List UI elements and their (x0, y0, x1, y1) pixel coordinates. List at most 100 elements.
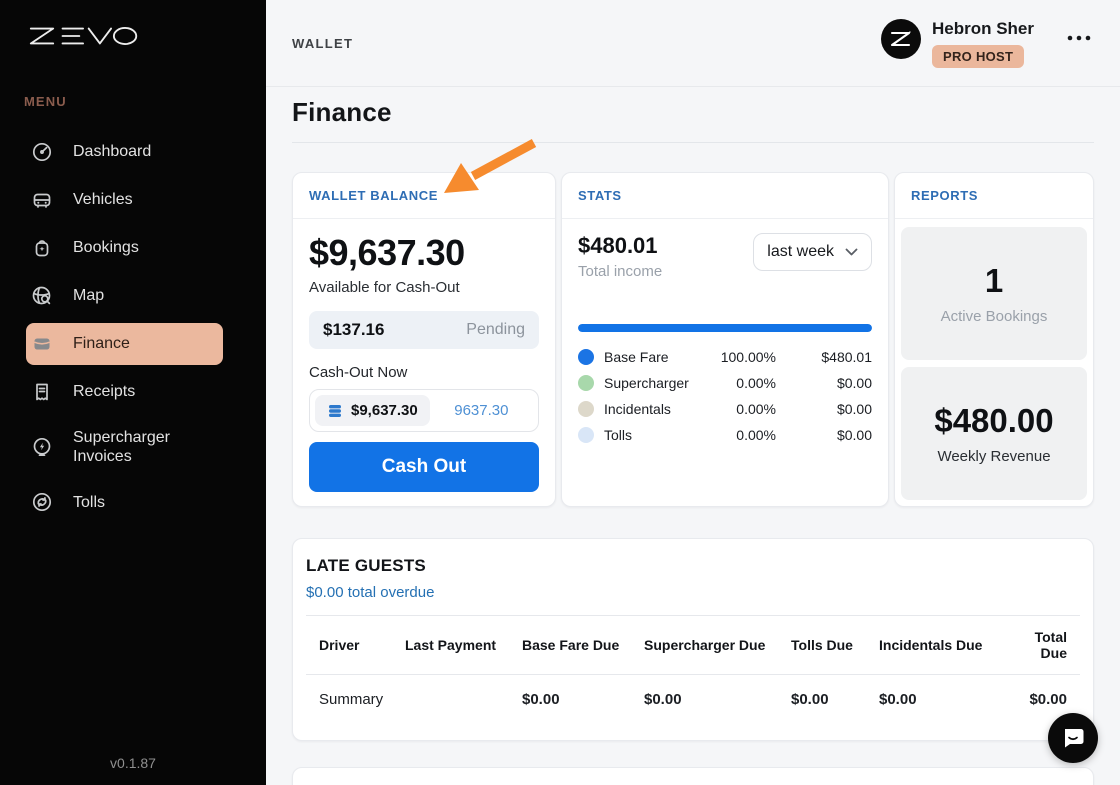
map-icon (30, 284, 54, 308)
legend-amount: $0.00 (836, 427, 872, 443)
column-header: Driver (319, 637, 360, 653)
amount-chip-value: $9,637.30 (351, 402, 418, 419)
sidebar-item-label: Finance (73, 335, 130, 353)
legend-label: Supercharger (604, 375, 689, 391)
main-area: WALLET Hebron Sher PRO HOST Finance (266, 0, 1120, 785)
transactions-card: TRANSACTIONS Deposits Transfers Cashout (292, 767, 1094, 785)
cell-total-due: $0.00 (1029, 691, 1067, 708)
column-header: Base Fare Due (522, 637, 620, 653)
bookings-icon (30, 236, 54, 260)
period-select-value: last week (767, 243, 834, 260)
breadcrumb: WALLET (292, 35, 354, 51)
total-income-value: $480.01 (578, 233, 658, 258)
column-header: Incidentals Due (879, 637, 983, 653)
finance-icon (30, 332, 54, 356)
wallet-balance-title: WALLET BALANCE (309, 188, 438, 203)
legend-row: Base Fare 100.00% $480.01 (578, 344, 872, 370)
sidebar-item-tolls[interactable]: Tolls (26, 481, 223, 523)
weekly-revenue-box: $480.00 Weekly Revenue (901, 367, 1087, 500)
legend-row: Supercharger 0.00% $0.00 (578, 370, 872, 396)
legend-amount: $0.00 (836, 375, 872, 391)
legend-dot (578, 427, 594, 443)
wallet-balance-card-header: WALLET BALANCE (293, 173, 555, 219)
legend-row: Tolls 0.00% $0.00 (578, 422, 872, 448)
sidebar-item-label: Receipts (73, 383, 136, 401)
late-guests-table-header: Driver Last Payment Base Fare Due Superc… (306, 615, 1080, 675)
legend-row: Incidentals 0.00% $0.00 (578, 396, 872, 422)
sidebar-item-receipts[interactable]: Receipts (26, 371, 223, 413)
reports-card: REPORTS 1 Active Bookings $480.00 Weekly… (894, 172, 1094, 507)
avatar[interactable] (880, 18, 921, 59)
pending-box: $137.16 Pending (309, 311, 539, 349)
app-version: v0.1.87 (110, 755, 156, 771)
legend-amount: $0.00 (836, 401, 872, 417)
sidebar: MENU Dashboard Vehicles (0, 0, 266, 785)
top-bar: WALLET Hebron Sher PRO HOST (266, 0, 1120, 87)
cashout-now-label: Cash-Out Now (309, 364, 408, 381)
column-header: Total Due (1034, 629, 1067, 661)
sidebar-item-finance[interactable]: Finance (26, 323, 223, 365)
tolls-icon (30, 490, 54, 514)
legend-dot (578, 349, 594, 365)
user-role-badge: PRO HOST (931, 44, 1025, 68)
column-header: Last Payment (405, 637, 497, 653)
kebab-menu-icon[interactable] (1066, 29, 1092, 47)
legend-dot (578, 401, 594, 417)
cell-tolls-due: $0.00 (791, 691, 829, 708)
user-name: Hebron Sher (931, 18, 1034, 38)
coins-icon (329, 404, 341, 417)
page-content: Finance WALLET BALANCE $9,637.30 Availab… (266, 87, 1120, 785)
weekly-revenue-value: $480.00 (934, 402, 1054, 439)
legend-percent: 0.00% (736, 427, 776, 443)
sidebar-nav: Dashboard Vehicles Bookings (0, 125, 266, 529)
stats-top-row: $480.01 Total income last week (578, 233, 872, 280)
menu-section-label: MENU (24, 94, 67, 109)
wallet-balance-amount: $9,637.30 (309, 232, 465, 273)
income-legend: Base Fare 100.00% $480.01 Supercharger 0… (578, 344, 872, 448)
sidebar-item-map[interactable]: Map (26, 275, 223, 317)
legend-label: Base Fare (604, 349, 669, 365)
cell-base-fare-due: $0.00 (522, 691, 560, 708)
cashout-amount-input[interactable]: $9,637.30 9637.30 (309, 389, 539, 432)
pending-amount: $137.16 (323, 320, 385, 339)
sidebar-item-dashboard[interactable]: Dashboard (26, 131, 223, 173)
vehicles-icon (30, 188, 54, 212)
sidebar-item-label: Bookings (73, 239, 139, 257)
sidebar-item-vehicles[interactable]: Vehicles (26, 179, 223, 221)
cashout-input-value[interactable]: 9637.30 (454, 402, 509, 419)
zevo-logo-icon (29, 27, 138, 45)
column-header: Supercharger Due (644, 637, 766, 653)
user-meta: Hebron Sher PRO HOST (931, 18, 1034, 68)
legend-percent: 0.00% (736, 401, 776, 417)
active-bookings-label: Active Bookings (940, 308, 1048, 325)
cell-supercharger-due: $0.00 (644, 691, 682, 708)
period-select[interactable]: last week (753, 233, 872, 271)
receipts-icon (30, 380, 54, 404)
chat-launcher-button[interactable] (1048, 713, 1098, 763)
wallet-balance-body: $9,637.30 Available for Cash-Out $137.16… (293, 219, 555, 506)
sidebar-item-supercharger-invoices[interactable]: Supercharger Invoices (26, 419, 223, 475)
stats-card: STATS $480.01 Total income last week (561, 172, 889, 507)
total-income-label: Total income (578, 263, 663, 280)
reports-body: 1 Active Bookings $480.00 Weekly Revenue (895, 219, 1093, 506)
sidebar-item-label: Vehicles (73, 191, 133, 209)
legend-label: Incidentals (604, 401, 671, 417)
supercharger-icon (30, 435, 54, 459)
sidebar-item-label: Map (73, 287, 105, 305)
pending-label: Pending (466, 321, 525, 338)
page-title-wrap: Finance (292, 97, 1094, 143)
late-guests-card: LATE GUESTS $0.00 total overdue Driver L… (292, 538, 1094, 741)
legend-percent: 0.00% (736, 375, 776, 391)
active-bookings-box: 1 Active Bookings (901, 227, 1087, 360)
sidebar-item-label: Dashboard (73, 143, 152, 161)
total-income-block: $480.01 Total income (578, 233, 662, 280)
late-guests-total-overdue-link[interactable]: $0.00 total overdue (306, 584, 435, 601)
cash-out-button[interactable]: Cash Out (309, 442, 539, 492)
legend-amount: $480.01 (821, 349, 872, 365)
chat-bubble-icon (1065, 729, 1084, 748)
user-area: Hebron Sher PRO HOST (880, 18, 1092, 68)
cell-incidentals-due: $0.00 (879, 691, 917, 708)
zevo-mark-icon (890, 30, 911, 46)
sidebar-item-bookings[interactable]: Bookings (26, 227, 223, 269)
page-title: Finance (292, 97, 392, 127)
